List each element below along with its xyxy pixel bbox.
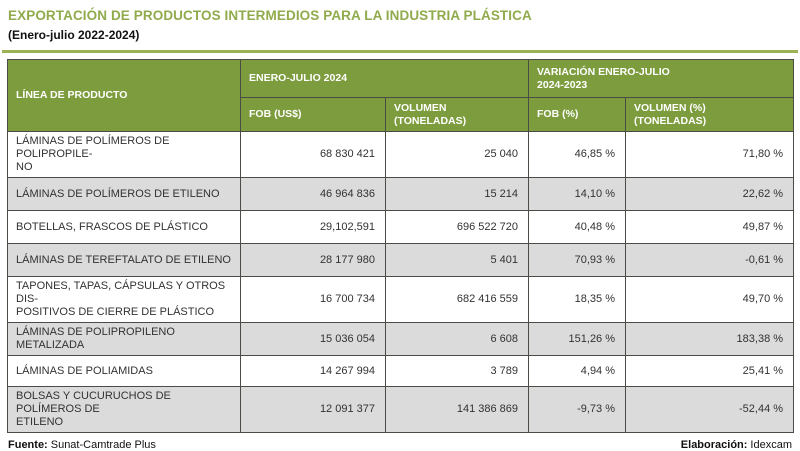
product-cell: LÁMINAS DE POLÍMEROS DE ETILENO xyxy=(7,177,241,211)
volume-pct-cell: 22,62 % xyxy=(625,177,795,211)
fob-pct-cell: -9,73 % xyxy=(528,386,627,433)
volume-tons-cell: 15 214 xyxy=(384,177,530,211)
table-row: LÁMINAS DE POLÍMEROS DE POLIPROPILE- NO … xyxy=(7,131,795,178)
fob-usd-cell: 28 177 980 xyxy=(240,243,386,277)
table-footer: Fuente: Sunat-Camtrade Plus Elaboración: I… xyxy=(7,439,793,451)
elaboration-label: Elaboración: xyxy=(680,439,748,451)
volume-pct-cell: -52,44 % xyxy=(625,386,795,433)
col-header-volume-tons: VOLUMEN (TONELADAS) xyxy=(384,97,530,132)
header-group-row: LÍNEA DE PRODUCTO ENERO-JULIO 2024 VARIA… xyxy=(7,59,795,132)
fob-usd-cell: 68 830 421 xyxy=(240,131,386,178)
volume-tons-cell: 25 040 xyxy=(384,131,530,178)
product-cell: BOLSAS Y CUCURUCHOS DE POLÍMEROS DE ETIL… xyxy=(7,386,241,433)
volume-pct-cell: 25,41 % xyxy=(625,355,795,387)
export-table: LÍNEA DE PRODUCTO ENERO-JULIO 2024 VARIA… xyxy=(7,59,795,433)
volume-pct-cell: 183,38 % xyxy=(625,322,795,356)
volume-tons-cell: 141 386 869 xyxy=(384,386,530,433)
table-row: LÁMINAS DE TEREFTALATO DE ETILENO 28 177… xyxy=(7,243,795,277)
volume-tons-cell: 682 416 559 xyxy=(384,276,530,323)
volume-pct-cell: 49,87 % xyxy=(625,210,795,244)
fob-pct-cell: 14,10 % xyxy=(528,177,627,211)
col-header-fob-usd: FOB (US$) xyxy=(240,97,386,132)
header-sub-row: FOB (US$) VOLUMEN (TONELADAS) FOB (%) VO… xyxy=(8,97,795,132)
col-header-product: LÍNEA DE PRODUCTO xyxy=(7,59,241,132)
col-header-fob-pct: FOB (%) xyxy=(528,97,627,132)
volume-tons-cell: 5 401 xyxy=(384,243,530,277)
fob-pct-cell: 70,93 % xyxy=(528,243,627,277)
table-row: LÁMINAS DE POLÍMEROS DE ETILENO 46 964 8… xyxy=(7,177,795,211)
col-group-variacion: VARIACIÓN ENERO-JULIO 2024-2023 xyxy=(528,59,795,98)
col-group-enero-julio-2024: ENERO-JULIO 2024 xyxy=(239,59,530,98)
source-value: Sunat-Camtrade Plus xyxy=(50,439,156,451)
col-header-volume-pct: VOLUMEN (%) (TONELADAS) xyxy=(625,97,795,132)
volume-tons-cell: 3 789 xyxy=(384,355,530,387)
fob-usd-cell: 14 267 994 xyxy=(240,355,386,387)
fob-pct-cell: 18,35 % xyxy=(528,276,627,323)
volume-pct-cell: -0,61 % xyxy=(625,243,795,277)
volume-tons-cell: 6 608 xyxy=(384,322,530,356)
fob-pct-cell: 40,48 % xyxy=(528,210,627,244)
fob-usd-cell: 46 964 836 xyxy=(240,177,386,211)
table-row: TAPONES, TAPAS, CÁPSULAS Y OTROS DIS- PO… xyxy=(7,276,795,323)
table-row: LÁMINAS DE POLIPROPILENO METALIZADA 15 0… xyxy=(7,322,795,356)
fob-usd-cell: 15 036 054 xyxy=(240,322,386,356)
elaboration-value: Idexcam xyxy=(750,439,792,451)
product-cell: TAPONES, TAPAS, CÁPSULAS Y OTROS DIS- PO… xyxy=(7,276,241,323)
title-divider xyxy=(2,50,798,53)
volume-pct-cell: 49,70 % xyxy=(625,276,795,323)
product-cell: LÁMINAS DE POLÍMEROS DE POLIPROPILE- NO xyxy=(7,131,241,178)
elaboration-note: Elaboración: Idexcam xyxy=(681,439,792,451)
fob-pct-cell: 4,94 % xyxy=(528,355,627,387)
source-label: Fuente: xyxy=(8,439,48,451)
product-cell: BOTELLAS, FRASCOS DE PLÁSTICO xyxy=(7,210,241,244)
fob-usd-cell: 12 091 377 xyxy=(240,386,386,433)
source-note: Fuente: Sunat-Camtrade Plus xyxy=(8,439,156,451)
table-row: BOLSAS Y CUCURUCHOS DE POLÍMEROS DE ETIL… xyxy=(7,386,795,433)
page-title: EXPORTACIÓN DE PRODUCTOS INTERMEDIOS PAR… xyxy=(8,8,532,23)
fob-usd-cell: 29,102,591 xyxy=(240,210,386,244)
fob-pct-cell: 151,26 % xyxy=(528,322,627,356)
product-cell: LÁMINAS DE TEREFTALATO DE ETILENO xyxy=(7,243,241,277)
product-cell: LÁMINAS DE POLIPROPILENO METALIZADA xyxy=(7,322,241,356)
fob-pct-cell: 46,85 % xyxy=(528,131,627,178)
table-row: BOTELLAS, FRASCOS DE PLÁSTICO 29,102,591… xyxy=(7,210,795,244)
page-subtitle: (Enero-julio 2022-2024) xyxy=(8,28,140,42)
volume-pct-cell: 71,80 % xyxy=(625,131,795,178)
volume-tons-cell: 696 522 720 xyxy=(384,210,530,244)
table-row: LÁMINAS DE POLIAMIDAS 14 267 994 3 789 4… xyxy=(7,355,795,387)
product-cell: LÁMINAS DE POLIAMIDAS xyxy=(7,355,241,387)
fob-usd-cell: 16 700 734 xyxy=(240,276,386,323)
